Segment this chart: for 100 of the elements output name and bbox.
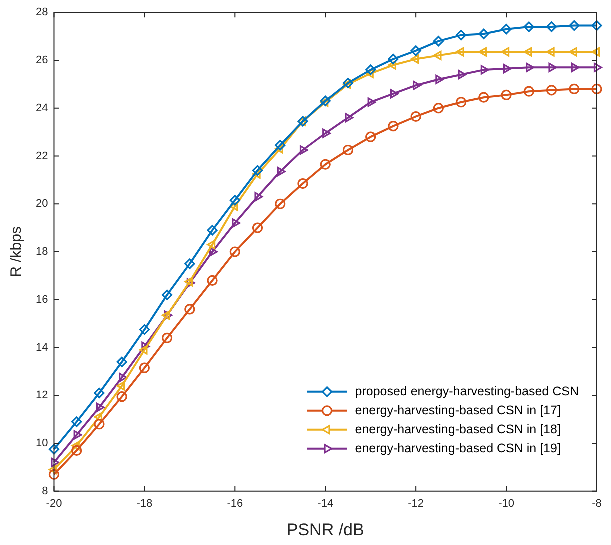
point xyxy=(413,80,422,90)
point xyxy=(230,246,240,258)
point xyxy=(456,30,467,41)
point xyxy=(569,84,580,95)
point xyxy=(139,324,150,336)
point xyxy=(546,47,555,57)
point xyxy=(569,47,578,57)
point xyxy=(433,36,444,47)
point xyxy=(230,195,240,206)
point xyxy=(436,74,444,84)
point xyxy=(94,388,105,399)
point xyxy=(116,356,128,368)
y-tick-label: 28 xyxy=(36,6,48,19)
point xyxy=(94,412,103,422)
y-axis-title: R /kbps xyxy=(8,226,26,278)
point xyxy=(275,144,284,154)
point xyxy=(342,80,352,90)
point xyxy=(478,28,490,40)
point xyxy=(503,64,512,74)
point xyxy=(388,121,399,132)
point xyxy=(571,62,580,72)
y-tick-label: 12 xyxy=(36,390,48,402)
x-axis-title: PSNR /dB xyxy=(286,520,364,540)
point xyxy=(569,20,580,32)
point xyxy=(252,170,261,179)
point xyxy=(524,47,532,57)
point xyxy=(592,47,600,57)
y-tick-label: 18 xyxy=(36,246,48,258)
point xyxy=(72,445,82,456)
point xyxy=(366,68,374,78)
legend-label: energy-harvesting-based CSN in [19] xyxy=(355,441,561,456)
point xyxy=(388,54,399,65)
x-tick-label: -12 xyxy=(408,498,424,510)
point xyxy=(142,342,150,352)
point xyxy=(119,372,128,382)
point xyxy=(209,247,218,257)
point xyxy=(184,304,196,315)
point xyxy=(546,85,558,96)
point xyxy=(162,310,170,320)
point xyxy=(388,60,397,70)
y-tick-label: 10 xyxy=(36,438,48,450)
x-tick-label: -20 xyxy=(46,498,62,510)
point xyxy=(390,89,399,99)
point xyxy=(94,419,105,430)
x-tick-label: -18 xyxy=(136,498,153,510)
point xyxy=(51,458,60,468)
point xyxy=(162,332,173,344)
point xyxy=(322,128,331,138)
point xyxy=(480,65,490,75)
point xyxy=(524,86,534,97)
point xyxy=(48,465,58,475)
point xyxy=(456,97,467,108)
point xyxy=(320,159,331,170)
point xyxy=(368,98,376,108)
point xyxy=(207,240,216,250)
point xyxy=(72,441,80,451)
point xyxy=(230,202,238,212)
point xyxy=(478,47,487,57)
x-tick-label: -14 xyxy=(318,498,334,510)
x-tick-label: -8 xyxy=(592,498,602,510)
y-tick-label: 24 xyxy=(36,102,48,114)
point xyxy=(298,178,308,190)
point xyxy=(207,225,218,236)
point xyxy=(433,50,442,60)
point xyxy=(116,381,126,391)
y-tick-label: 14 xyxy=(36,342,48,354)
point xyxy=(594,62,602,72)
point xyxy=(410,111,422,122)
point xyxy=(300,146,308,155)
point xyxy=(164,310,173,320)
point xyxy=(345,113,354,123)
point xyxy=(72,416,82,428)
point xyxy=(252,165,264,176)
point xyxy=(277,167,286,176)
y-tick-label: 16 xyxy=(36,294,48,306)
point xyxy=(342,78,354,89)
point xyxy=(139,345,148,355)
point xyxy=(410,54,420,64)
point xyxy=(162,290,173,300)
point xyxy=(275,198,286,210)
point xyxy=(184,258,196,270)
point xyxy=(96,402,105,412)
point xyxy=(207,275,218,286)
point xyxy=(366,64,376,76)
point xyxy=(254,192,264,202)
point xyxy=(526,62,534,72)
point xyxy=(366,132,376,142)
y-tick-label: 26 xyxy=(36,54,48,67)
point xyxy=(275,140,286,151)
point xyxy=(116,392,128,402)
point xyxy=(478,92,490,103)
point xyxy=(501,24,512,35)
y-tick-label: 8 xyxy=(42,485,48,498)
point xyxy=(74,430,82,440)
point xyxy=(592,20,602,32)
point xyxy=(252,222,264,234)
point xyxy=(501,90,512,100)
point xyxy=(139,362,150,374)
y-tick-label: 22 xyxy=(36,150,48,162)
point xyxy=(48,444,60,455)
